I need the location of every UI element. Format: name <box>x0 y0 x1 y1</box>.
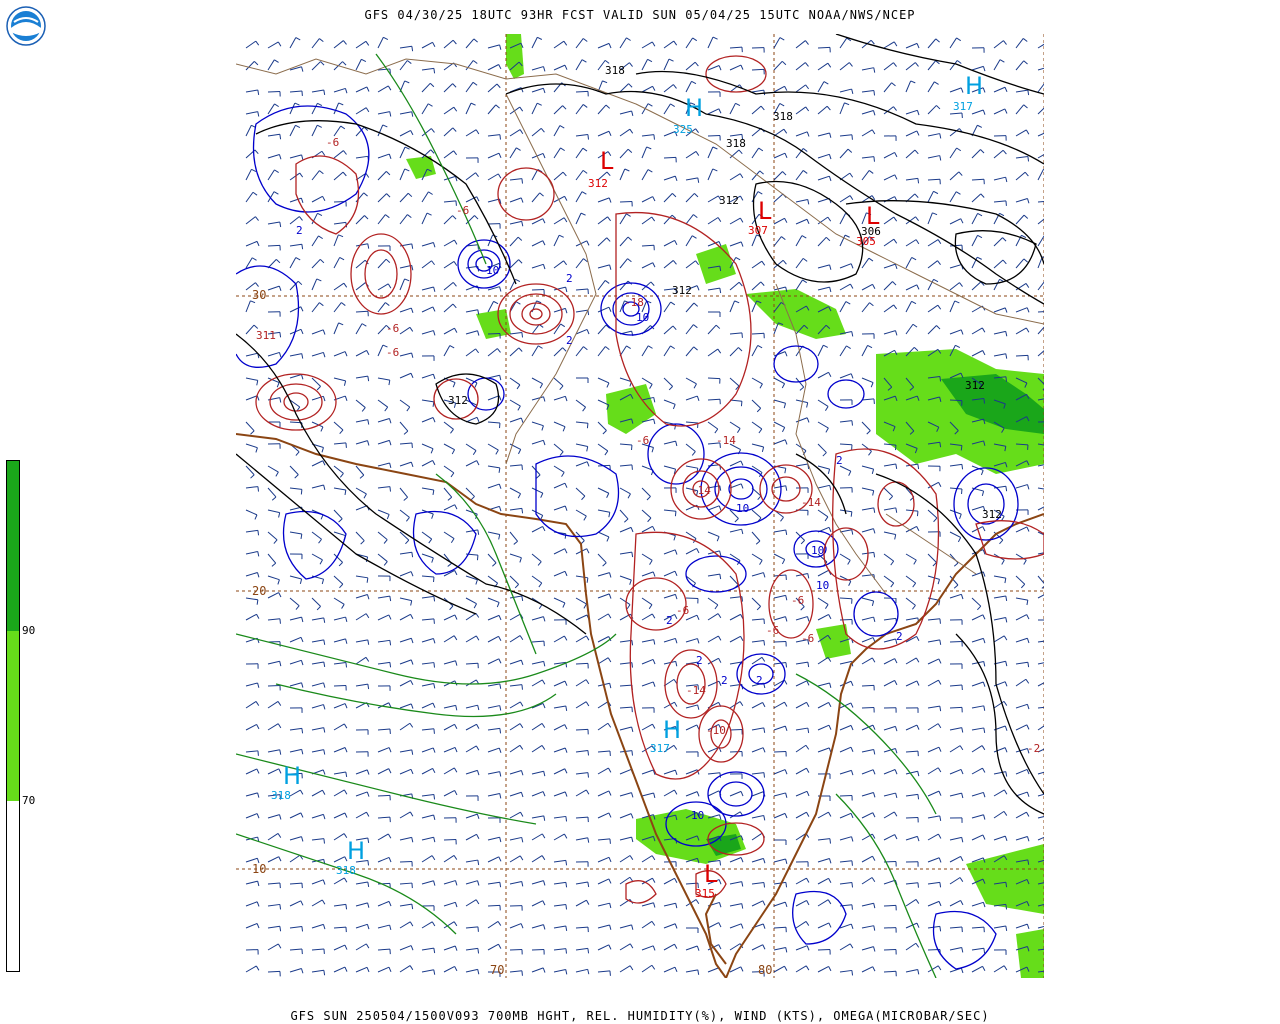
omega-label: -6 <box>386 322 399 335</box>
high-center-marker: H <box>347 837 365 865</box>
high-pressure-centers: H 325 H 317 H 317 H 318 H 318 <box>271 72 983 877</box>
omega-label: 10 <box>636 311 649 324</box>
low-center-marker: L <box>704 860 718 888</box>
high-center-value: 318 <box>336 864 356 877</box>
height-label: 312 <box>448 394 468 407</box>
omega-label: 2 <box>666 614 673 627</box>
omega-label: 2 <box>756 674 763 687</box>
omega-label: -6 <box>766 624 779 637</box>
omega-label: -18 <box>624 296 644 309</box>
omega-label: -14 <box>801 496 821 509</box>
weather-map: 30 20 10 70 80 H 325 H 317 H 317 H 318 H… <box>236 34 1044 978</box>
omega-label: -6 <box>456 204 469 217</box>
lat-label-20: 20 <box>252 584 266 598</box>
high-center-value: 325 <box>673 123 693 136</box>
omega-label: -14 <box>691 484 711 497</box>
high-center-value: 318 <box>271 789 291 802</box>
height-label: 318 <box>773 110 793 123</box>
omega-label: 10 <box>736 502 749 515</box>
high-center-marker: H <box>685 94 703 122</box>
omega-label: 10 <box>691 809 704 822</box>
omega-label: 10 <box>816 579 829 592</box>
humidity-colorbar <box>6 460 20 972</box>
lat-lon-grid <box>236 34 1044 978</box>
omega-label: 10 <box>811 544 824 557</box>
low-center-marker: L <box>866 202 880 230</box>
high-center-value: 317 <box>650 742 670 755</box>
omega-label: -14 <box>686 684 706 697</box>
omega-label: 2 <box>721 674 728 687</box>
omega-label: 2 <box>836 454 843 467</box>
height-label: 312 <box>982 508 1002 521</box>
colorbar-segment-70-90 <box>7 631 19 801</box>
height-label: 312 <box>719 194 739 207</box>
omega-label: -6 <box>636 434 649 447</box>
omega-label: 10 <box>486 264 499 277</box>
height-label: 306 <box>861 225 881 238</box>
omega-label: -6 <box>676 604 689 617</box>
height-label: 318 <box>605 64 625 77</box>
lon-label-80: 80 <box>758 963 772 977</box>
omega-label: -6 <box>791 594 804 607</box>
colorbar-segment-90-100 <box>7 461 19 631</box>
low-center-value: 307 <box>748 224 768 237</box>
high-center-marker: H <box>283 762 301 790</box>
omega-label: -2 <box>1027 742 1040 755</box>
omega-label: 2 <box>296 224 303 237</box>
height-contours <box>236 34 1044 815</box>
lat-label-30: 30 <box>252 288 266 302</box>
omega-label: 2 <box>566 334 573 347</box>
humidity-contours <box>236 53 937 978</box>
low-center-value: 305 <box>856 235 876 248</box>
colorbar-segment-0-70 <box>7 801 19 971</box>
omega-label: 2 <box>696 654 703 667</box>
omega-label: -6 <box>386 346 399 359</box>
omega-label: -10 <box>706 724 726 737</box>
lon-label-70: 70 <box>490 963 504 977</box>
chart-caption: GFS SUN 250504/1500V093 700MB HGHT, REL.… <box>290 1009 990 1023</box>
omega-label: 2 <box>896 630 903 643</box>
colorbar-label-70: 70 <box>22 794 36 807</box>
omega-label: 2 <box>566 272 573 285</box>
omega-label: -6 <box>326 136 339 149</box>
high-center-marker: H <box>965 72 983 100</box>
low-center-marker: L <box>758 197 772 225</box>
low-pressure-centers: L 312 L 307 L 305 L 315 <box>588 147 880 900</box>
omega-label: -14 <box>716 434 736 447</box>
height-labels: 318 318 318 312 312 312 306 312 312 <box>448 64 1002 521</box>
low-center-value: 312 <box>588 177 608 190</box>
omega-label: 311 <box>256 329 276 342</box>
height-label: 312 <box>965 379 985 392</box>
low-center-marker: L <box>600 147 614 175</box>
lat-label-10: 10 <box>252 862 266 876</box>
low-center-value: 315 <box>695 887 715 900</box>
omega-contours-red <box>255 55 1044 904</box>
chart-title: GFS 04/30/25 18UTC 93HR FCST VALID SUN 0… <box>364 8 916 22</box>
omega-contours-blue <box>236 105 1019 970</box>
colorbar-label-90: 90 <box>22 624 36 637</box>
high-center-value: 317 <box>953 100 973 113</box>
high-center-marker: H <box>663 716 681 744</box>
noaa-logo-icon <box>6 6 46 46</box>
height-label: 318 <box>726 137 746 150</box>
omega-label: -6 <box>801 632 814 645</box>
height-label: 312 <box>672 284 692 297</box>
